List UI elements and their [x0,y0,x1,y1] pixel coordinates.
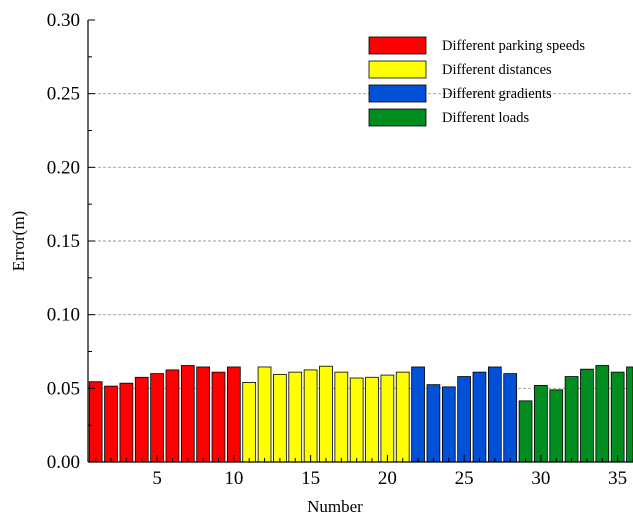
bar [487,366,502,463]
bar [257,366,272,463]
legend-label: Different parking speeds [442,38,585,54]
x-tick-label: 20 [378,468,397,489]
x-tick-label: 5 [152,468,162,489]
bar [288,371,303,463]
bar [150,373,164,463]
bar [273,373,287,463]
x-tick-label: 35 [608,468,627,489]
bar [564,376,579,463]
bar [457,376,471,463]
bar [165,369,180,463]
legend: Different parking speeds Different distan… [368,36,585,127]
bar [503,373,518,463]
bar [534,384,548,463]
bar [441,386,456,463]
y-ticks: 0.00 0.05 0.10 0.15 0.20 0.25 0.30 [47,10,95,473]
legend-swatch [368,36,427,55]
y-axis-label: Error(m) [9,211,28,271]
bar [88,381,103,463]
x-tick-label: 10 [224,468,243,489]
legend-swatch [368,108,427,127]
bar [472,371,487,463]
legend-swatch [368,60,427,79]
bar [580,368,594,463]
legend-label: Different distances [442,62,552,78]
bar [365,376,379,463]
bar [610,371,625,463]
bar [334,371,349,463]
bar [411,366,425,463]
bar [426,384,441,463]
legend-swatch [368,84,427,103]
x-tick-label: 15 [301,468,320,489]
bar [242,382,257,463]
x-ticks: 5 10 15 20 25 30 35 [95,455,633,489]
bar [380,374,395,463]
x-tick-label: 25 [455,468,474,489]
legend-label: Different gradients [442,86,552,102]
y-tick-label: 0.10 [47,305,80,326]
y-tick-label: 0.05 [47,378,80,399]
bar [626,366,633,463]
x-tick-label: 30 [531,468,550,489]
bar [196,366,210,463]
bar [180,365,195,463]
legend-label: Different loads [442,110,529,126]
y-tick-label: 0.00 [47,452,80,473]
bar [303,369,318,463]
bar [349,377,364,463]
bar [134,376,149,463]
bar [549,389,564,463]
y-tick-label: 0.15 [47,231,80,252]
y-tick-label: 0.20 [47,157,80,178]
y-tick-label: 0.30 [47,10,80,31]
bar [226,366,241,463]
bar [319,365,333,463]
bar [595,365,610,463]
bar [395,371,410,463]
bar [211,371,226,463]
y-tick-label: 0.25 [47,84,80,105]
bar [104,385,118,463]
bar [518,400,533,463]
grid-lines [88,93,633,389]
x-axis-label: Number [307,497,363,516]
bars [88,365,633,463]
bar [119,382,134,463]
